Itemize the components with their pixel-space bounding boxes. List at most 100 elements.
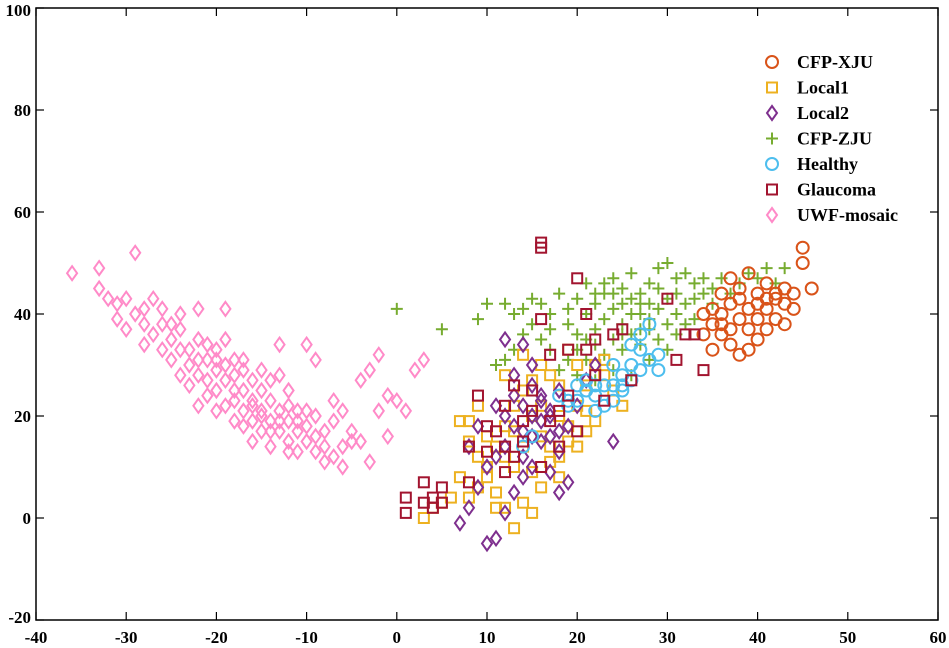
point-local1 (571, 359, 584, 371)
point-uwf-mosaic (237, 417, 250, 435)
point-uwf-mosaic (192, 330, 205, 349)
point-cfp-zju (661, 257, 674, 269)
point-uwf-mosaic (300, 432, 313, 451)
point-uwf-mosaic (174, 366, 187, 384)
point-cfp-zju (607, 272, 620, 285)
point-cfp-xju (732, 312, 747, 327)
point-glaucoma (417, 476, 430, 489)
point-uwf-mosaic (318, 422, 331, 441)
legend-label-local2: Local2 (797, 103, 849, 123)
point-uwf-mosaic (228, 412, 241, 430)
point-healthy (651, 363, 666, 378)
point-uwf-mosaic (156, 300, 169, 318)
legend: CFP-XJU Local1 Local2 CFP-ZJU Healthy Glaucom… (765, 52, 898, 225)
point-glaucoma (526, 404, 539, 417)
point-glaucoma (553, 404, 566, 417)
series-cfp-xju (696, 240, 819, 362)
point-glaucoma (571, 425, 584, 438)
axis-ticks: -40 -30 -20 -10 0 10 20 30 40 50 60 -20 0 20 40 60 80 100 (6, 1, 947, 647)
point-glaucoma (580, 343, 593, 356)
point-cfp-zju (562, 318, 575, 331)
point-uwf-mosaic (246, 432, 259, 451)
point-local2 (462, 437, 476, 456)
point-cfp-xju (723, 271, 738, 286)
y-tick-label: 60 (14, 203, 31, 222)
point-uwf-mosaic (363, 361, 376, 379)
point-uwf-mosaic (264, 391, 277, 410)
point-uwf-mosaic (273, 422, 286, 441)
point-cfp-zju (562, 302, 575, 315)
point-cfp-zju (535, 333, 548, 346)
point-cfp-zju (535, 297, 548, 310)
legend-label-glaucoma: Glaucoma (797, 180, 876, 200)
point-uwf-mosaic (264, 371, 277, 390)
point-uwf-mosaic (264, 437, 277, 456)
point-uwf-mosaic (65, 264, 79, 282)
point-local2 (552, 442, 566, 461)
point-glaucoma (462, 440, 475, 453)
point-uwf-mosaic (192, 300, 205, 318)
point-cfp-xju (759, 291, 774, 306)
point-uwf-mosaic (291, 422, 304, 441)
point-uwf-mosaic (246, 397, 259, 415)
point-local2 (525, 376, 539, 395)
point-uwf-mosaic (128, 305, 142, 323)
point-cfp-xju (777, 281, 792, 296)
point-uwf-mosaic (273, 335, 286, 354)
point-uwf-mosaic (255, 422, 268, 441)
x-tick-label: -20 (205, 628, 228, 647)
point-uwf-mosaic (237, 381, 250, 400)
point-cfp-zju (778, 262, 791, 275)
legend-marker-cfp-zju (766, 132, 778, 145)
point-glaucoma (435, 496, 448, 509)
point-glaucoma (580, 308, 593, 320)
series-uwf-mosaic (65, 244, 431, 476)
point-cfp-xju (732, 347, 747, 362)
x-tick-label: -10 (295, 628, 318, 647)
point-local1 (517, 496, 530, 509)
point-uwf-mosaic (291, 442, 304, 461)
point-glaucoma (526, 384, 539, 397)
point-cfp-xju (777, 296, 792, 311)
point-uwf-mosaic (210, 361, 223, 379)
legend-label-healthy: Healthy (797, 154, 858, 174)
point-local2 (561, 417, 575, 435)
point-cfp-zju (661, 343, 674, 356)
point-uwf-mosaic (174, 305, 187, 323)
point-uwf-mosaic (264, 412, 277, 430)
point-uwf-mosaic (282, 412, 295, 430)
point-cfp-xju (741, 301, 756, 316)
legend-marker-uwf-mosaic (765, 206, 779, 224)
point-local2 (516, 335, 530, 354)
point-cfp-zju (652, 262, 665, 275)
data-points (65, 236, 819, 553)
point-cfp-zju (616, 282, 629, 295)
point-uwf-mosaic (237, 351, 250, 369)
point-uwf-mosaic (228, 381, 241, 400)
x-tick-label: -30 (115, 628, 138, 647)
point-cfp-zju (652, 302, 665, 315)
point-uwf-mosaic (110, 310, 124, 328)
point-healthy (597, 378, 612, 393)
point-cfp-zju (616, 343, 629, 356)
point-uwf-mosaic (255, 381, 268, 400)
y-tick-label: 80 (14, 101, 31, 120)
point-cfp-zju (499, 353, 512, 366)
point-cfp-zju (634, 287, 647, 300)
point-uwf-mosaic (246, 371, 259, 390)
point-uwf-mosaic (165, 330, 178, 349)
point-cfp-zju (508, 308, 521, 320)
point-local2 (552, 483, 566, 502)
point-glaucoma (598, 394, 611, 407)
point-uwf-mosaic (147, 289, 160, 308)
point-cfp-xju (696, 327, 711, 342)
point-glaucoma (399, 491, 412, 504)
point-uwf-mosaic (128, 244, 142, 262)
point-cfp-zju (481, 297, 493, 310)
point-uwf-mosaic (372, 402, 385, 420)
point-cfp-zju (652, 333, 665, 346)
x-tick-label: 40 (749, 628, 766, 647)
point-cfp-zju (697, 287, 710, 300)
point-uwf-mosaic (138, 315, 151, 333)
point-cfp-zju (688, 313, 701, 326)
